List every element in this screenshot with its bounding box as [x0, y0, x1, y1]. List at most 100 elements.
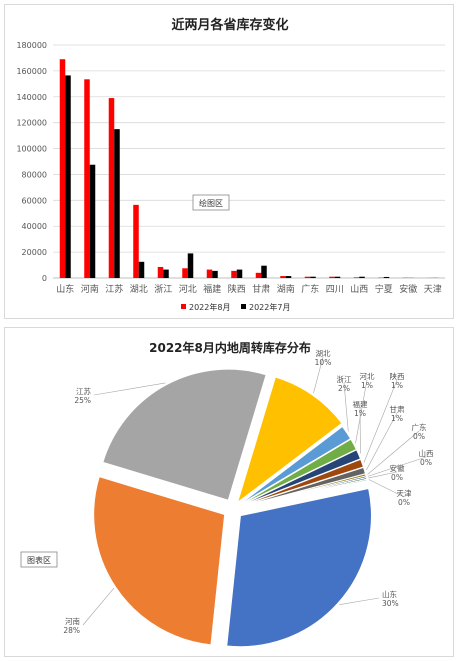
bar-aug	[206, 269, 213, 278]
bar-jul	[138, 261, 145, 278]
leader-line	[363, 379, 398, 463]
bar-series	[59, 59, 439, 279]
pie-label-name: 河南	[65, 616, 80, 626]
pie-slice-2	[102, 368, 267, 501]
pie-label-percent: 0%	[420, 458, 432, 467]
bar-aug	[59, 59, 66, 278]
pie-label-name: 山东	[382, 589, 397, 599]
pie-label-percent: 0%	[391, 473, 403, 482]
bar-jul	[187, 253, 194, 278]
x-category-label: 安徽	[399, 283, 417, 295]
x-category-label: 浙江	[154, 283, 172, 295]
bar-jul	[89, 164, 96, 278]
y-tick-label: 100000	[16, 145, 47, 154]
bar-jul	[163, 269, 169, 278]
x-category-label: 山东	[56, 283, 74, 295]
x-category-label: 宁夏	[375, 283, 393, 295]
chart-area-tag: 图表区	[20, 551, 58, 568]
x-category-label: 山西	[350, 284, 368, 295]
bar-aug	[329, 276, 335, 278]
pie-slice-3	[236, 376, 343, 504]
x-category-label: 湖南	[277, 283, 295, 295]
bar-jul	[383, 276, 390, 278]
x-category-label: 天津	[424, 284, 442, 295]
pie-label-name: 陕西	[390, 371, 405, 381]
y-tick-label: 60000	[22, 196, 47, 205]
bar-aug	[280, 276, 286, 278]
y-tick-label: 160000	[16, 67, 47, 76]
bar-chart-title: 近两月各省库存变化	[171, 17, 288, 33]
bar-aug	[133, 204, 139, 278]
bar-jul	[334, 276, 341, 278]
pie-label-percent: 25%	[74, 396, 91, 405]
x-category-label: 广东	[301, 283, 319, 295]
pie-label-percent: 0%	[413, 432, 425, 441]
bar-aug	[157, 266, 164, 278]
y-tick-label: 40000	[22, 222, 47, 231]
y-tick-label: 180000	[16, 41, 47, 50]
leader-line	[93, 382, 166, 396]
pie-label-percent: 1%	[391, 414, 403, 423]
x-category-label: 福建	[203, 283, 221, 295]
pie-label-name: 江苏	[76, 386, 91, 396]
leader-line	[82, 587, 115, 626]
bar-jul	[236, 269, 243, 278]
x-category-label: 河南	[81, 283, 99, 295]
legend-label: 2022年7月	[249, 302, 290, 312]
y-tick-label: 20000	[22, 248, 47, 257]
pie-label-name: 安徽	[390, 463, 405, 473]
y-tick-label: 80000	[22, 170, 47, 179]
pie-label-name: 福建	[353, 399, 368, 409]
bar-jul	[261, 265, 267, 278]
leader-line	[343, 382, 349, 432]
bar-aug	[304, 276, 311, 278]
pie-label-percent: 1%	[354, 409, 366, 418]
pie-labels: 山东30%河南28%江苏25%湖北10%浙江2%河北1%福建1%陕西1%甘肃1%…	[63, 349, 434, 635]
bar-aug	[231, 270, 237, 278]
bar-chart: 近两月各省库存变化 0 20000 40000 60000 80000 100000 120…	[16, 17, 445, 312]
pie-slice-1	[93, 476, 226, 646]
x-category-label: 四川	[326, 285, 344, 295]
pie-label-percent: 30%	[382, 599, 399, 608]
legend-label: 2022年8月	[189, 302, 230, 312]
bar-chart-panel: 近两月各省库存变化 0 20000 40000 60000 80000 100000 120…	[4, 4, 454, 319]
x-category-label: 江苏	[105, 283, 123, 295]
pie-label-name: 广东	[412, 422, 427, 432]
x-category-label: 陕西	[228, 283, 246, 295]
x-category-label: 甘肃	[252, 283, 270, 295]
y-tick-label: 120000	[16, 119, 47, 128]
pie-slices	[93, 368, 372, 648]
x-category-label: 河北	[179, 283, 197, 295]
bar-jul	[310, 276, 316, 278]
bar-aug	[353, 277, 360, 278]
bar-aug	[182, 268, 188, 278]
bar-jul	[114, 129, 120, 278]
leader-line	[313, 356, 324, 394]
y-tick-label: 140000	[16, 93, 47, 102]
pie-chart-title: 2022年8月内地周转库存分布	[149, 340, 311, 355]
leader-line	[339, 597, 380, 605]
bar-jul	[285, 276, 292, 278]
pie-label-percent: 1%	[361, 381, 373, 390]
bar-jul	[65, 75, 71, 279]
bar-jul	[212, 270, 218, 278]
pie-label-percent: 0%	[398, 498, 410, 507]
leader-line	[366, 412, 398, 471]
pie-label-name: 甘肃	[390, 404, 405, 414]
pie-label-percent: 2%	[338, 384, 350, 393]
bar-y-axis: 0 20000 40000 60000 80000 100000 120000 140000 1…	[16, 41, 47, 283]
leader-line	[367, 430, 420, 475]
pie-slice-12	[238, 478, 368, 509]
x-category-label: 湖北	[130, 284, 148, 295]
pie-label-percent: 10%	[315, 358, 332, 367]
pie-label-name: 浙江	[337, 374, 352, 384]
bar-aug	[255, 272, 262, 278]
pie-slice-4	[237, 425, 352, 507]
bar-aug	[84, 79, 90, 278]
pie-chart-panel: 2022年8月内地周转库存分布 山东 30% 河南 28% 江苏 25% 湖北 10% 浙江 2%…	[4, 327, 454, 657]
pie-label-name: 天津	[397, 489, 412, 498]
bar-legend: 2022年8月 2022年7月	[181, 302, 290, 312]
pie-label-name: 山西	[419, 448, 434, 458]
pie-label-name: 河北	[360, 372, 375, 381]
